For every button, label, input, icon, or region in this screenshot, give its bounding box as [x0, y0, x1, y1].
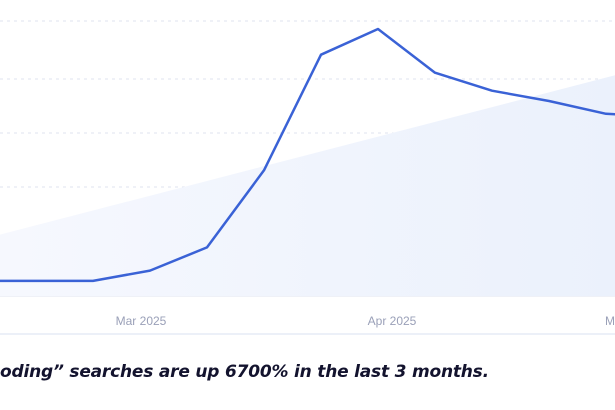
- x-tick-label: Apr 2025: [368, 314, 417, 328]
- x-tick-label: M: [605, 314, 615, 328]
- series-layer: [0, 27, 615, 283]
- x-axis: Mar 2025 Apr 2025 M: [116, 314, 615, 328]
- trend-area: [0, 75, 615, 296]
- trend-layer: [0, 75, 615, 296]
- series-line: [0, 27, 615, 283]
- line-chart: Mar 2025 Apr 2025 M: [0, 20, 615, 335]
- x-tick-label: Mar 2025: [116, 314, 167, 328]
- chart-caption: oding” searches are up 6700% in the last…: [0, 362, 489, 382]
